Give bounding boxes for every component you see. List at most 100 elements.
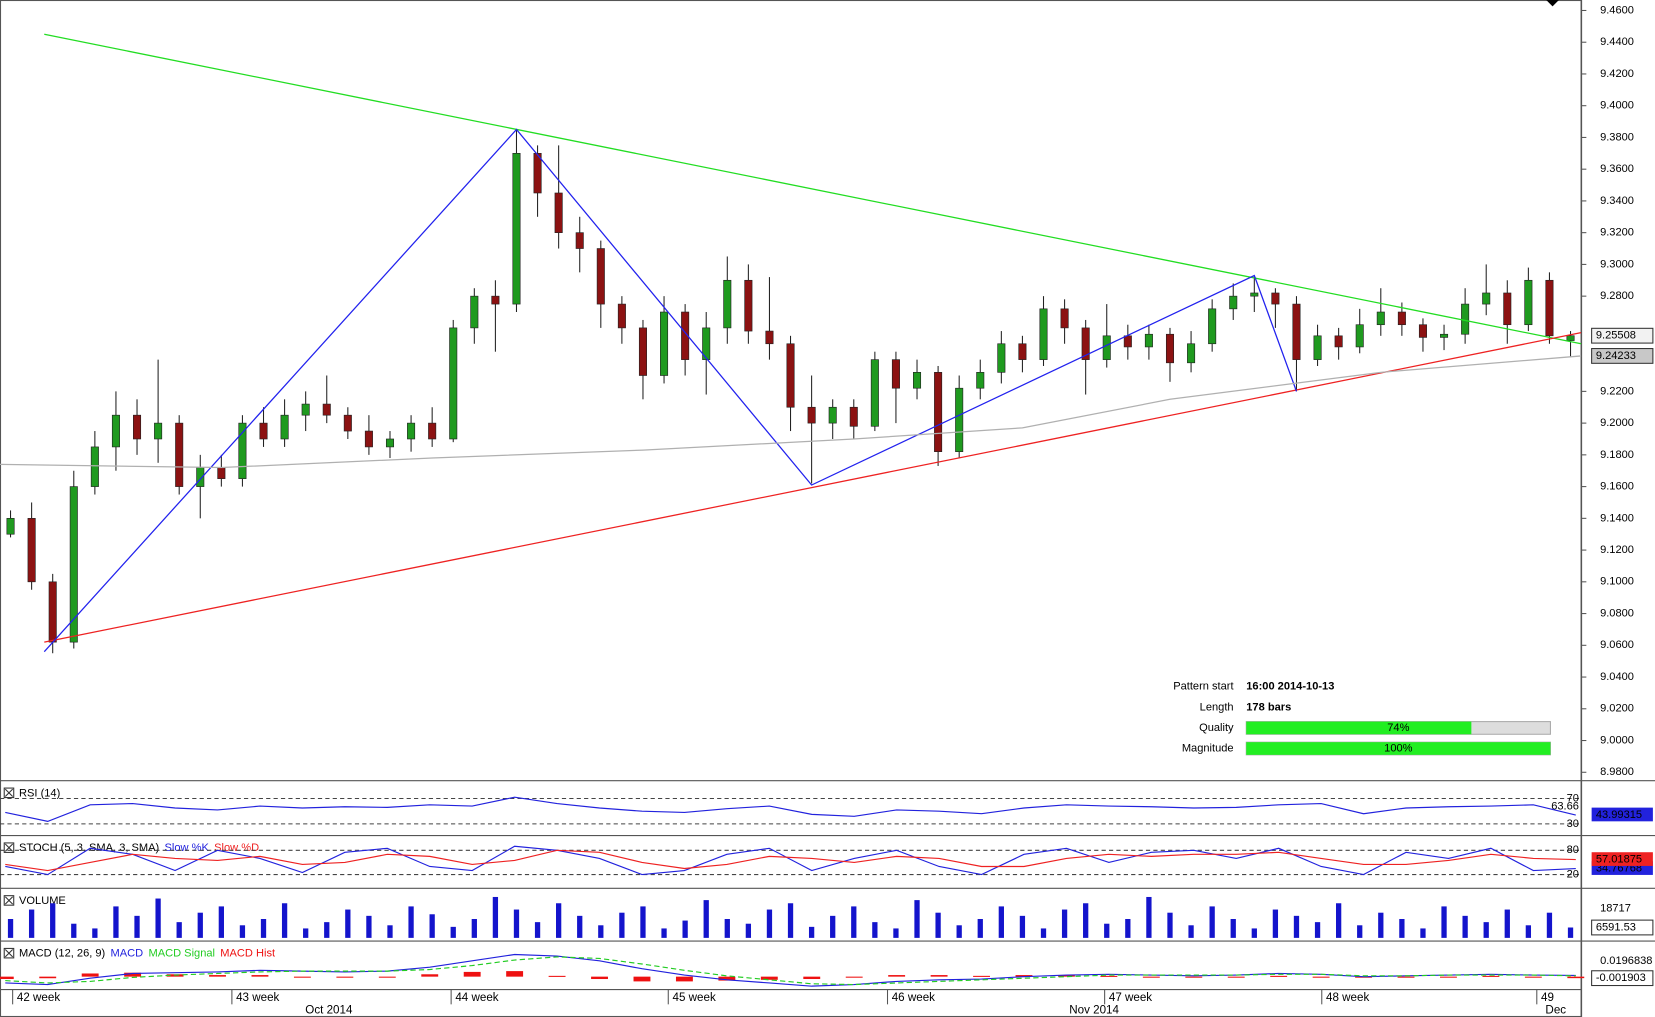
- candle-body: [1313, 335, 1322, 360]
- volume-bar: [492, 896, 499, 938]
- volume-bar: [1104, 923, 1110, 938]
- candle-body: [1524, 279, 1533, 326]
- volume-bar: [872, 922, 878, 938]
- volume-bar: [577, 915, 583, 938]
- y-tick-label: 9.4400: [1600, 36, 1634, 48]
- candle-body: [512, 152, 521, 305]
- volume-bar: [808, 926, 815, 938]
- volume-bar: [556, 903, 562, 938]
- y-tick-label: 9.4200: [1600, 68, 1634, 80]
- candle-body: [1376, 311, 1385, 326]
- volume-bar: [1567, 927, 1574, 938]
- price-box-label: 9.24233: [1596, 350, 1636, 362]
- volume-bar: [619, 912, 625, 938]
- indicator-line: [5, 845, 1576, 876]
- volume-bar: [935, 912, 941, 938]
- hist-bar: [888, 975, 906, 977]
- hist-bar: [463, 971, 481, 977]
- indicator-line: [5, 956, 1576, 986]
- candle-body: [1397, 311, 1406, 326]
- info-label: Quality: [1199, 722, 1234, 734]
- candle-body: [702, 327, 711, 360]
- volume-bar: [281, 903, 288, 938]
- y-tick-label: 9.0200: [1600, 703, 1634, 715]
- hist-bar: [845, 976, 863, 978]
- value-box-label: 34.76768: [1596, 863, 1642, 875]
- hist-bar: [506, 971, 524, 977]
- volume-bar: [1125, 918, 1131, 938]
- volume-bar: [1483, 922, 1489, 938]
- volume-bar: [830, 915, 836, 938]
- panel-title: VOLUME: [19, 895, 66, 907]
- info-value: 16:00 2014-10-13: [1246, 681, 1334, 693]
- hist-bar: [1015, 975, 1033, 977]
- volume-bar: [239, 925, 246, 938]
- hist-bar: [1397, 976, 1415, 978]
- x-tick-label: 43 week: [236, 991, 279, 1004]
- volume-bar: [682, 920, 688, 938]
- candle-body: [891, 359, 900, 389]
- volume-bar: [1420, 928, 1426, 938]
- scroll-marker[interactable]: [1546, 0, 1559, 7]
- pattern-line: [0, 355, 1582, 469]
- month-label: Nov 2014: [1069, 1004, 1119, 1017]
- pattern-line: [43, 128, 1298, 653]
- candle-body: [1208, 308, 1217, 345]
- volume-bar: [977, 918, 983, 938]
- candle-body: [660, 311, 669, 376]
- volume-bar: [1441, 906, 1447, 938]
- volume-bar: [1209, 906, 1215, 938]
- y-tick-label: 9.1000: [1600, 576, 1634, 588]
- y-tick-label: 9.3600: [1600, 163, 1634, 175]
- volume-bar: [176, 922, 182, 938]
- candle-body: [870, 359, 879, 427]
- candle-body: [259, 422, 268, 440]
- hist-bar: [0, 976, 14, 980]
- price-box: [1591, 348, 1654, 364]
- candle-body: [1355, 324, 1364, 348]
- panel-toggle-x: [4, 896, 14, 905]
- x-tick-label: 44 week: [455, 991, 498, 1004]
- hist-bar: [1440, 976, 1457, 978]
- candle-body: [786, 343, 795, 408]
- candle-body: [681, 311, 690, 360]
- volume-bar: [998, 906, 1004, 938]
- candle-body: [997, 343, 1006, 373]
- y-tick-label: 9.1600: [1600, 481, 1634, 493]
- y-tick-label: 9.3200: [1600, 227, 1634, 239]
- x-tick-label: 47 week: [1109, 991, 1152, 1004]
- volume-bar: [1357, 925, 1363, 938]
- volume-bar: [1188, 925, 1194, 938]
- candle-body: [385, 438, 395, 448]
- indicator-line: [5, 849, 1576, 872]
- hist-bar: [973, 975, 990, 977]
- value-box: [1591, 807, 1653, 822]
- candle-body: [1440, 333, 1449, 338]
- value-box: [1591, 852, 1653, 866]
- candle-body: [913, 372, 922, 389]
- candle-body: [955, 387, 964, 452]
- volume-bar: [1061, 909, 1068, 938]
- candle-body: [596, 248, 605, 305]
- hist-bar: [124, 972, 142, 977]
- y-tick-label: 8.9800: [1600, 766, 1634, 778]
- meter-label: 74%: [1387, 722, 1409, 734]
- candle-body: [765, 330, 774, 345]
- panel-title-text: VOLUME: [19, 895, 66, 907]
- volume-bar: [324, 922, 330, 938]
- info-label: Length: [1200, 701, 1234, 713]
- candle-body: [48, 581, 57, 643]
- x-tick-label: 42 week: [17, 991, 60, 1004]
- volume-bar: [429, 914, 435, 938]
- candle-body: [322, 403, 331, 416]
- volume-bar: [1525, 925, 1532, 938]
- candle-body: [807, 406, 816, 424]
- level-label: 80: [1567, 844, 1579, 856]
- candle-body: [1418, 324, 1427, 338]
- hist-bar: [675, 976, 693, 982]
- hist-bar: [930, 975, 948, 977]
- info-value: 178 bars: [1246, 701, 1291, 713]
- candle-body: [154, 422, 163, 440]
- candle-body: [1229, 295, 1238, 310]
